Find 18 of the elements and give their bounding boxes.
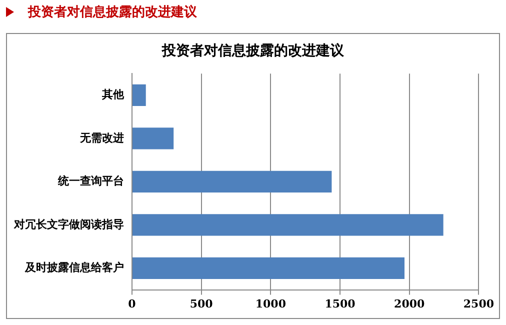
- y-tick-label: 对冗长文字做阅读指导: [13, 218, 124, 231]
- chart-title: 投资者对信息披露的改进建议: [160, 42, 345, 60]
- bar: [132, 214, 444, 236]
- y-tick-label: 统一查询平台: [57, 174, 124, 188]
- y-tick-label: 其他: [101, 88, 125, 102]
- y-tick-label: 及时披露信息给客户: [24, 261, 124, 274]
- y-tick-label: 无需改进: [79, 131, 124, 144]
- x-tick-label: 0: [128, 297, 136, 310]
- bar: [132, 257, 404, 279]
- bar: [132, 128, 174, 150]
- x-tick-label: 1000: [255, 297, 286, 310]
- bar: [132, 170, 332, 193]
- bar: [132, 84, 146, 106]
- x-tick-label: 1500: [324, 297, 356, 310]
- x-tick-label: 500: [190, 297, 214, 310]
- chart-subtitle: 投资者对信息披露的改进建议: [28, 4, 197, 21]
- x-tick-label: 2000: [394, 297, 426, 310]
- x-tick-label: 2500: [463, 297, 494, 310]
